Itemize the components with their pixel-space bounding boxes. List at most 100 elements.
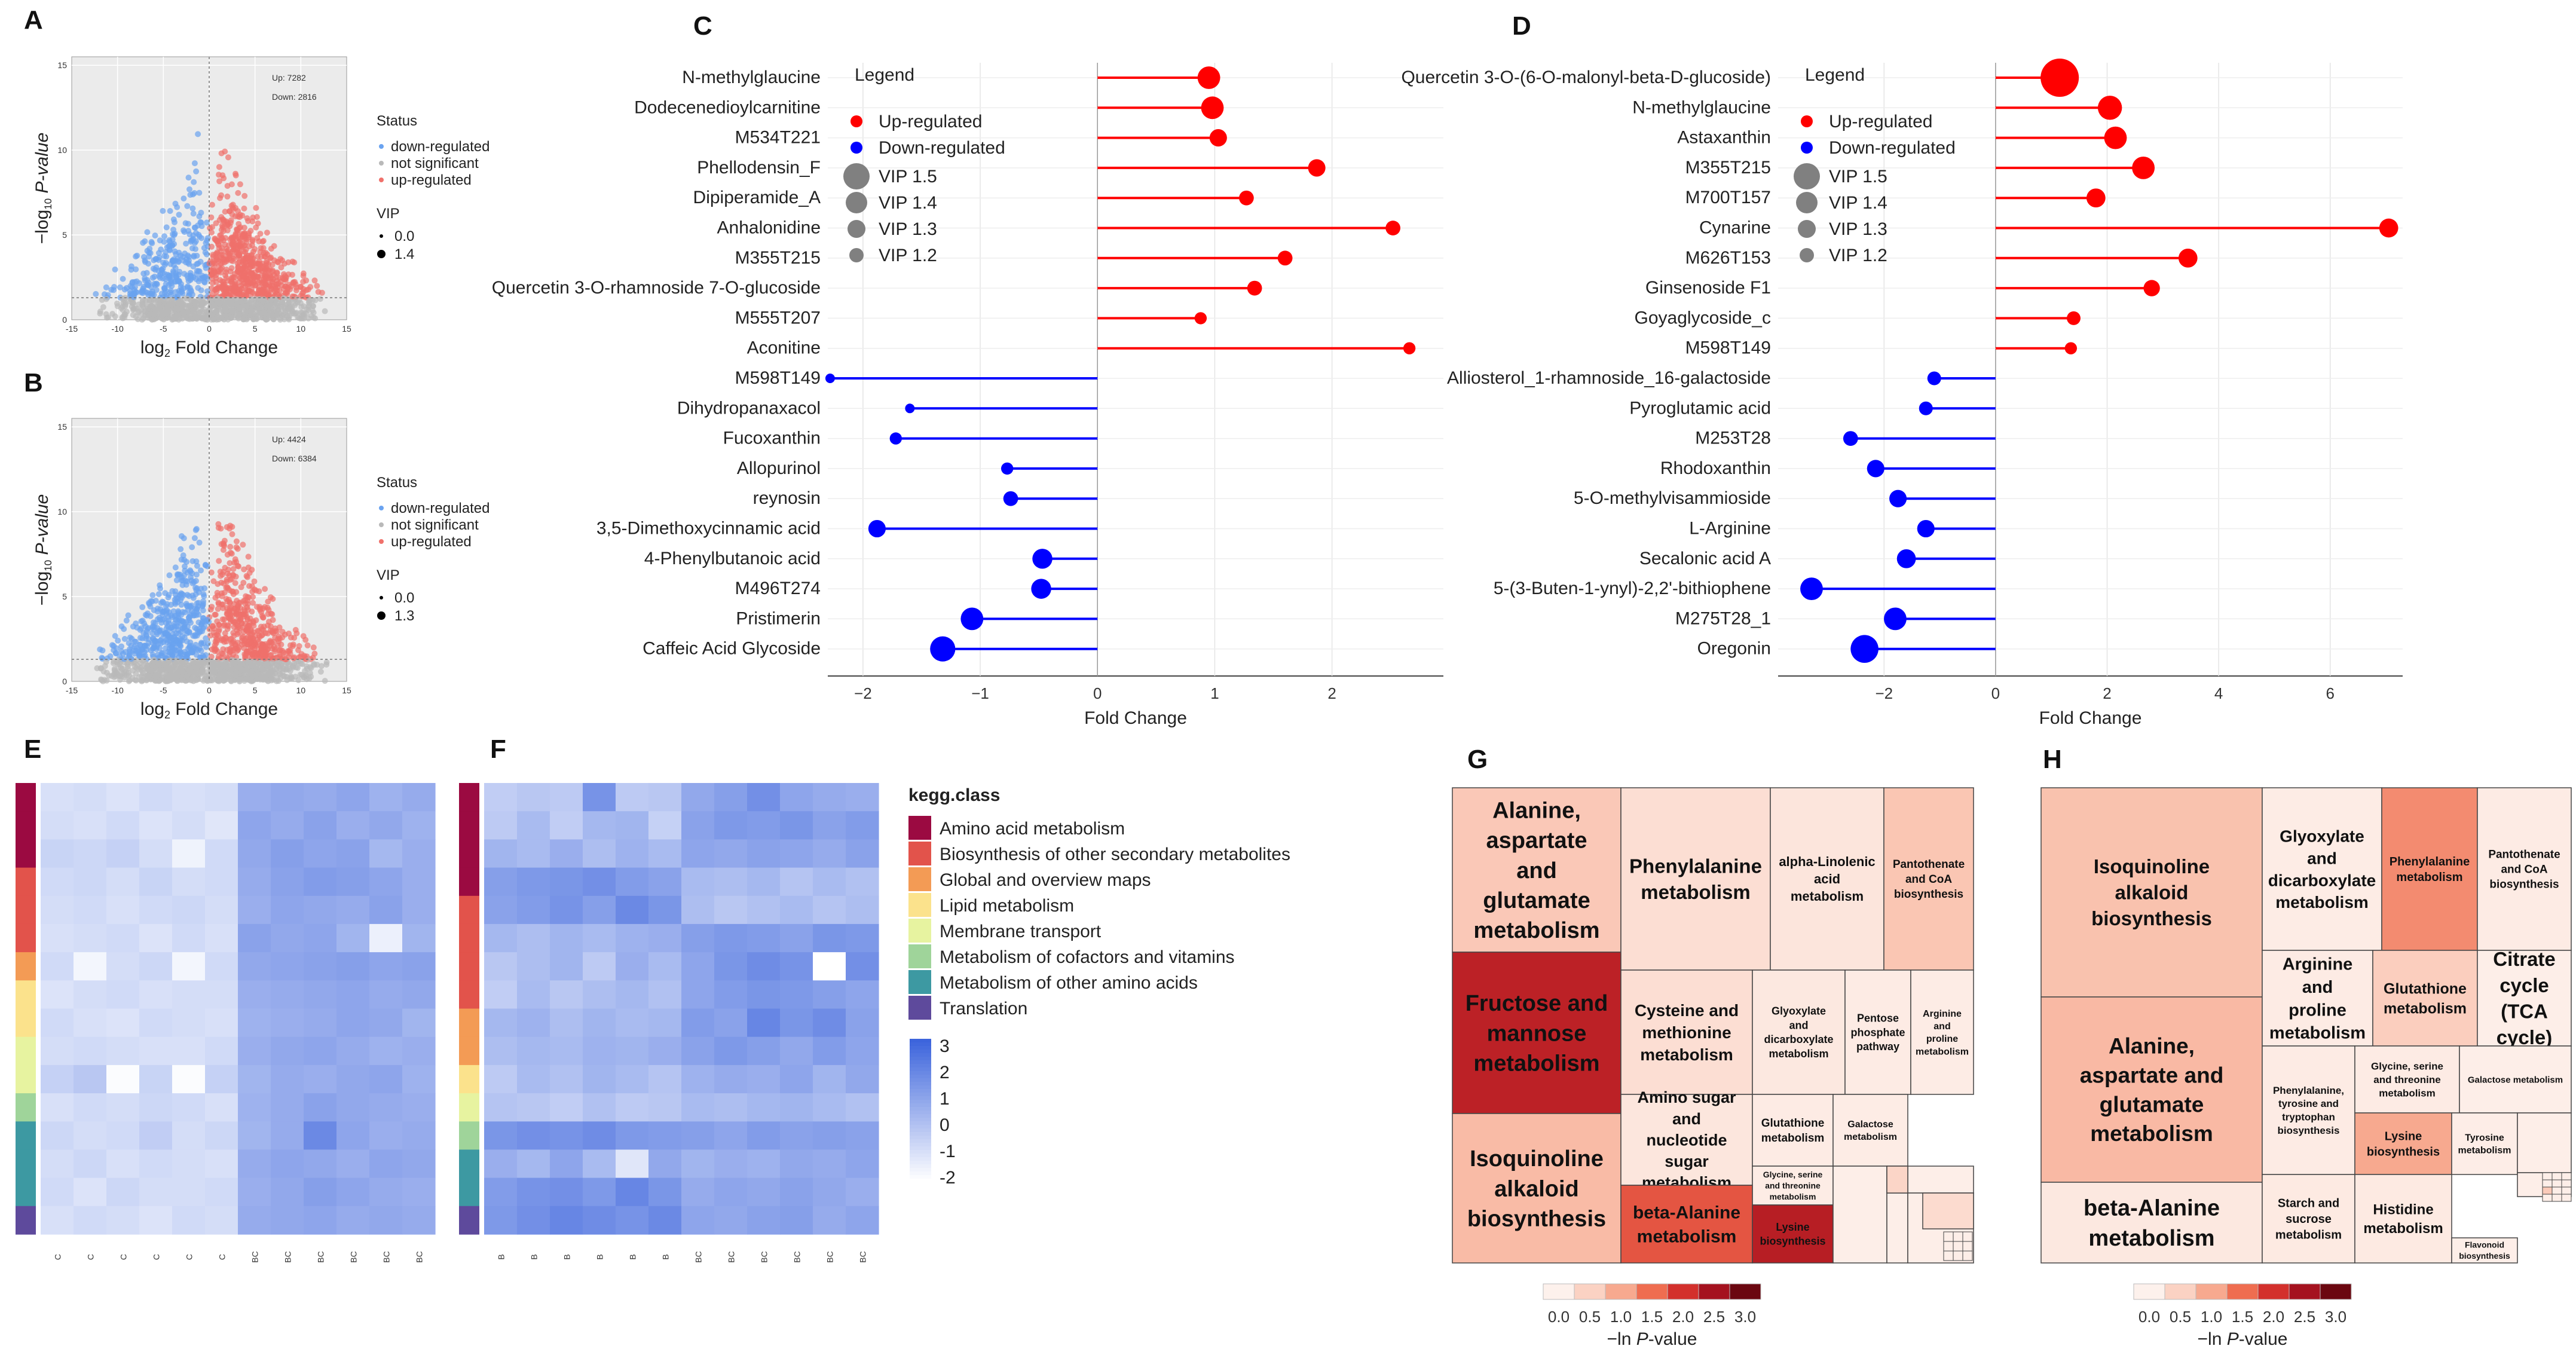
heatmap-cell	[369, 1093, 403, 1122]
treemap-tile	[1770, 787, 1884, 971]
heatmap-cell	[139, 923, 173, 953]
treemap-tile	[2551, 1186, 2562, 1195]
treemap-tile	[1452, 952, 1622, 1114]
lollipop-point	[1247, 280, 1262, 296]
volcano-point	[268, 623, 274, 630]
volcano-point	[323, 662, 330, 668]
volcano-point	[262, 271, 268, 278]
lollipop-point	[2104, 126, 2127, 149]
volcano-point	[227, 543, 234, 550]
metabolite-label: Anhalonidine	[717, 218, 821, 238]
heatmap-cell	[648, 1149, 682, 1179]
pvalue-scale-swatch	[1729, 1283, 1761, 1300]
volcano-point	[157, 304, 163, 310]
treemap-tile-label: Lysine biosynthesis	[2367, 1130, 2440, 1158]
volcano-point	[241, 566, 247, 573]
volcano-point	[230, 566, 237, 572]
heatmap-cell	[846, 1065, 879, 1094]
heatmap-cell	[681, 895, 715, 925]
heatmap-cell	[106, 1008, 140, 1038]
volcano-point	[151, 273, 158, 280]
heatmap-cell	[205, 1177, 238, 1207]
kegg-legend-label: Lipid metabolism	[940, 896, 1074, 916]
treemap-tile-label: Arginine and proline metabolism	[1916, 1009, 1969, 1057]
lollipop-point	[1917, 519, 1935, 538]
heatmap-cell	[714, 1093, 748, 1122]
volcano-point	[112, 650, 119, 657]
volcano-point	[197, 258, 204, 265]
column-label: BC	[858, 1251, 868, 1262]
metabolite-label: Quercetin 3-O-rhamnoside 7-O-glucoside	[492, 278, 821, 298]
metabolite-label: Pristimerin	[736, 608, 821, 628]
volcano-point	[247, 626, 254, 633]
heatmap-cell	[402, 783, 436, 812]
treemap-tile	[1953, 1241, 1963, 1252]
treemap-tile	[2354, 1045, 2460, 1114]
volcano-point	[218, 637, 225, 644]
volcano-point	[149, 630, 155, 637]
pvalue-scale-tick: 1.0	[2201, 1308, 2222, 1326]
treemap-tile-label: Flavonoid biosynthesis	[2459, 1240, 2510, 1261]
volcano-point	[227, 549, 234, 556]
volcano-point	[235, 563, 242, 570]
volcano-point	[224, 246, 230, 252]
volcano-point	[243, 676, 249, 683]
treemap-tile-label: Histidine metabolism	[2363, 1202, 2443, 1237]
volcano-point	[157, 582, 163, 589]
volcano-point	[103, 296, 109, 302]
row-annotation-cell	[16, 1177, 36, 1207]
row-annotation-cell	[459, 1206, 479, 1235]
volcano-point	[111, 287, 117, 293]
volcano-point	[223, 659, 230, 665]
heatmap-cell	[139, 1036, 173, 1066]
heatmap-cell	[780, 1206, 813, 1235]
color-scale-step	[910, 1146, 931, 1151]
heatmap-cell	[369, 1008, 403, 1038]
volcano-point	[97, 665, 104, 671]
volcano-point	[268, 594, 274, 601]
lollipop-point	[1308, 159, 1326, 177]
heatmap-cell	[402, 811, 436, 840]
volcano-point	[191, 190, 198, 196]
treemap-tile	[2551, 1179, 2562, 1188]
volcano-point	[289, 675, 295, 682]
row-annotation-cell	[16, 1149, 36, 1179]
volcano-point	[166, 572, 173, 579]
heatmap-cell	[41, 783, 74, 812]
heatmap-cell	[74, 1149, 107, 1179]
heatmap-cell	[172, 839, 206, 868]
heatmap-cell	[517, 867, 550, 897]
volcano-point	[200, 663, 207, 669]
treemap-tile	[2040, 787, 2263, 998]
volcano-point	[257, 231, 264, 237]
treemap-tile	[2262, 787, 2382, 951]
volcano-point	[224, 598, 231, 605]
color-scale-step	[910, 1050, 931, 1054]
row-annotation-cell	[16, 952, 36, 981]
volcano-point	[164, 271, 171, 278]
heatmap-cell	[550, 1206, 583, 1235]
volcano-point	[228, 217, 234, 224]
heatmap-cell	[648, 1177, 682, 1207]
heatmap-cell	[747, 923, 781, 953]
volcano-point	[287, 642, 293, 649]
color-scale-step	[910, 1057, 931, 1061]
volcano-point	[166, 675, 172, 681]
volcano-point	[143, 270, 150, 276]
panel-label-b: B	[24, 368, 43, 397]
volcano-point	[257, 660, 263, 667]
volcano-point	[210, 623, 216, 629]
treemap-tile	[2451, 1112, 2518, 1175]
volcano-point	[115, 637, 121, 644]
volcano-point	[172, 645, 178, 651]
pvalue-scale-tick: 1.5	[2232, 1308, 2253, 1326]
column-label: BC	[694, 1251, 703, 1262]
heatmap-cell	[304, 839, 337, 868]
volcano-point	[298, 284, 304, 290]
kegg-legend-label: Biosynthesis of other secondary metaboli…	[940, 845, 1290, 864]
color-scale-step	[910, 1168, 931, 1172]
volcano-point	[190, 210, 197, 217]
volcano-point	[273, 628, 280, 635]
volcano-point	[224, 222, 231, 228]
treemap-tile	[1752, 1094, 1834, 1167]
